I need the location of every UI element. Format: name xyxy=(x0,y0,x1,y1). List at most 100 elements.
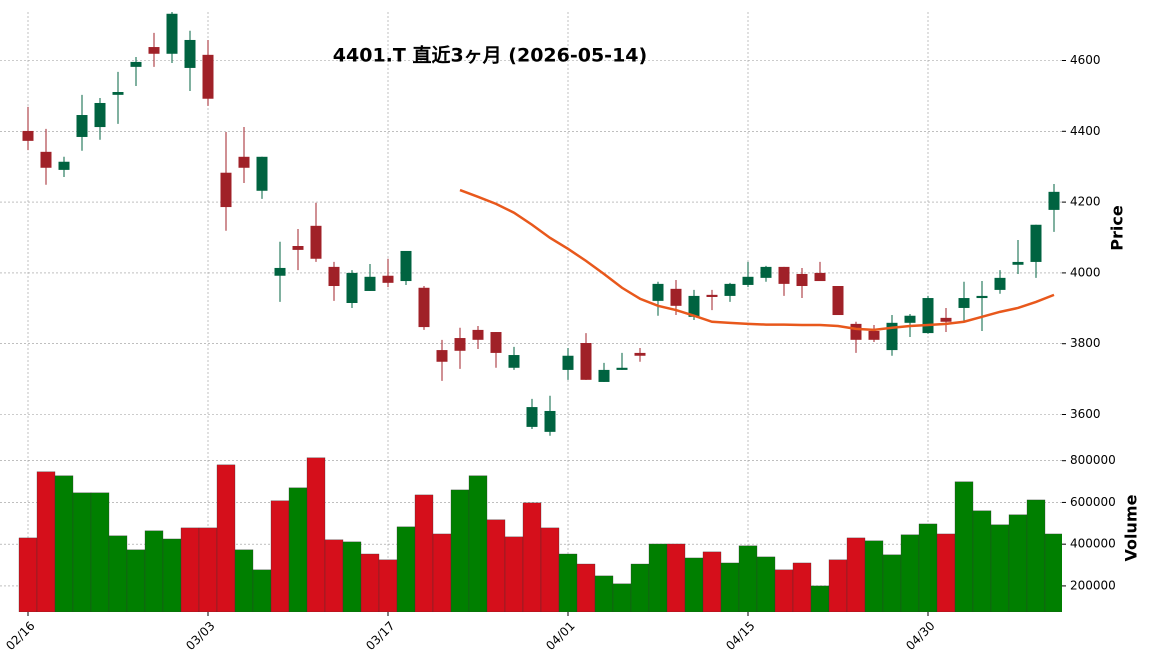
candle-body xyxy=(382,275,394,283)
y-tick-label: 3600 xyxy=(1070,407,1101,421)
candle-body xyxy=(202,54,214,99)
candle-body xyxy=(508,355,520,368)
candle-body xyxy=(580,343,592,380)
volume-bar xyxy=(846,537,866,612)
candle-body xyxy=(994,277,1006,290)
volume-bar xyxy=(576,563,596,612)
y-axis-label: Price xyxy=(1108,205,1127,251)
x-tick-label: 04/30 xyxy=(903,619,937,653)
candle-body xyxy=(724,283,736,296)
volume-bar xyxy=(720,562,740,612)
candle-body xyxy=(436,350,448,362)
candle-body xyxy=(418,287,430,328)
candle-body xyxy=(760,266,772,278)
candle-body xyxy=(526,407,538,427)
volume-bar xyxy=(144,530,164,612)
candle-body xyxy=(598,369,610,382)
candle-body xyxy=(544,410,556,432)
y-tick-label: 4200 xyxy=(1070,195,1101,209)
volume-bar xyxy=(558,553,578,612)
volume-bar xyxy=(126,549,146,612)
volume-bar xyxy=(306,457,326,612)
volume-bar xyxy=(1026,499,1046,612)
volume-bar xyxy=(432,533,452,612)
candle-body xyxy=(274,267,286,276)
volume-bar xyxy=(990,524,1010,612)
volume-bar xyxy=(684,557,704,612)
volume-bar xyxy=(918,523,938,612)
volume-bar xyxy=(810,585,830,612)
candle-body xyxy=(364,276,376,291)
candle-body xyxy=(616,367,628,370)
candle-body xyxy=(868,330,880,340)
volume-bar xyxy=(90,492,110,612)
volume-bar xyxy=(486,519,506,612)
y-tick-label: 400000 xyxy=(1070,537,1116,551)
volume-bar xyxy=(108,535,128,612)
candle-body xyxy=(166,13,178,54)
candle-body xyxy=(706,294,718,297)
volume-bar xyxy=(198,527,218,612)
candle-body xyxy=(1012,261,1024,265)
y-tick-label: 4400 xyxy=(1070,124,1101,138)
volume-bar xyxy=(324,539,344,612)
candle-body xyxy=(562,355,574,370)
y-tick-label: 600000 xyxy=(1070,495,1116,509)
candle-body xyxy=(454,338,466,351)
candle-body xyxy=(850,323,862,340)
volume-panel xyxy=(18,457,1062,612)
candle-body xyxy=(40,151,52,168)
volume-bar xyxy=(18,537,38,612)
candle-body xyxy=(220,172,232,208)
y-tick-label: 800000 xyxy=(1070,453,1116,467)
candle-body xyxy=(328,266,340,287)
candle-body xyxy=(58,161,70,170)
volume-bar xyxy=(774,569,794,612)
candle-body xyxy=(742,276,754,285)
candle-body xyxy=(130,61,142,67)
volume-bar xyxy=(216,464,236,612)
volume-bar xyxy=(630,563,650,612)
volume-bar xyxy=(234,549,254,612)
candle-body xyxy=(148,47,160,54)
volume-bar xyxy=(594,575,614,612)
volume-bar xyxy=(414,494,434,612)
candle-body xyxy=(958,298,970,308)
volume-bar xyxy=(936,533,956,612)
candle-body xyxy=(976,295,988,299)
volume-bar xyxy=(36,471,56,612)
price-panel xyxy=(22,12,1060,436)
volume-bar xyxy=(252,569,272,612)
candle-body xyxy=(814,272,826,282)
volume-bar xyxy=(864,540,884,612)
candle-body xyxy=(670,288,682,306)
x-tick-label: 04/15 xyxy=(723,619,757,653)
volume-bar xyxy=(288,487,308,612)
candle-body xyxy=(94,102,106,128)
x-tick-label: 03/17 xyxy=(363,619,397,653)
volume-bar xyxy=(450,489,470,612)
y-tick-label: 4600 xyxy=(1070,53,1101,67)
candle-body xyxy=(238,156,250,168)
moving-average-line xyxy=(459,188,1055,332)
candle-body xyxy=(112,92,124,95)
candle-body xyxy=(904,315,916,323)
volume-bar xyxy=(954,481,974,612)
candle-body xyxy=(256,156,268,191)
x-tick-label: 02/16 xyxy=(3,619,37,653)
candle-body xyxy=(76,115,88,137)
x-tick-label: 04/01 xyxy=(543,619,577,653)
volume-bar xyxy=(378,559,398,612)
volume-bar xyxy=(1044,533,1062,612)
x-tick-label: 03/03 xyxy=(183,619,217,653)
candle-body xyxy=(832,286,844,316)
volume-bar xyxy=(882,554,902,612)
y-tick-label: 4000 xyxy=(1070,265,1101,279)
volume-bar xyxy=(360,553,380,612)
volume-bar xyxy=(162,538,182,612)
chart-title: 4401.T 直近3ヶ月 (2026-05-14) xyxy=(333,44,647,67)
volume-bar xyxy=(756,556,776,612)
volume-bar xyxy=(666,543,686,612)
volume-bar xyxy=(396,526,416,612)
candle-body xyxy=(346,272,358,303)
